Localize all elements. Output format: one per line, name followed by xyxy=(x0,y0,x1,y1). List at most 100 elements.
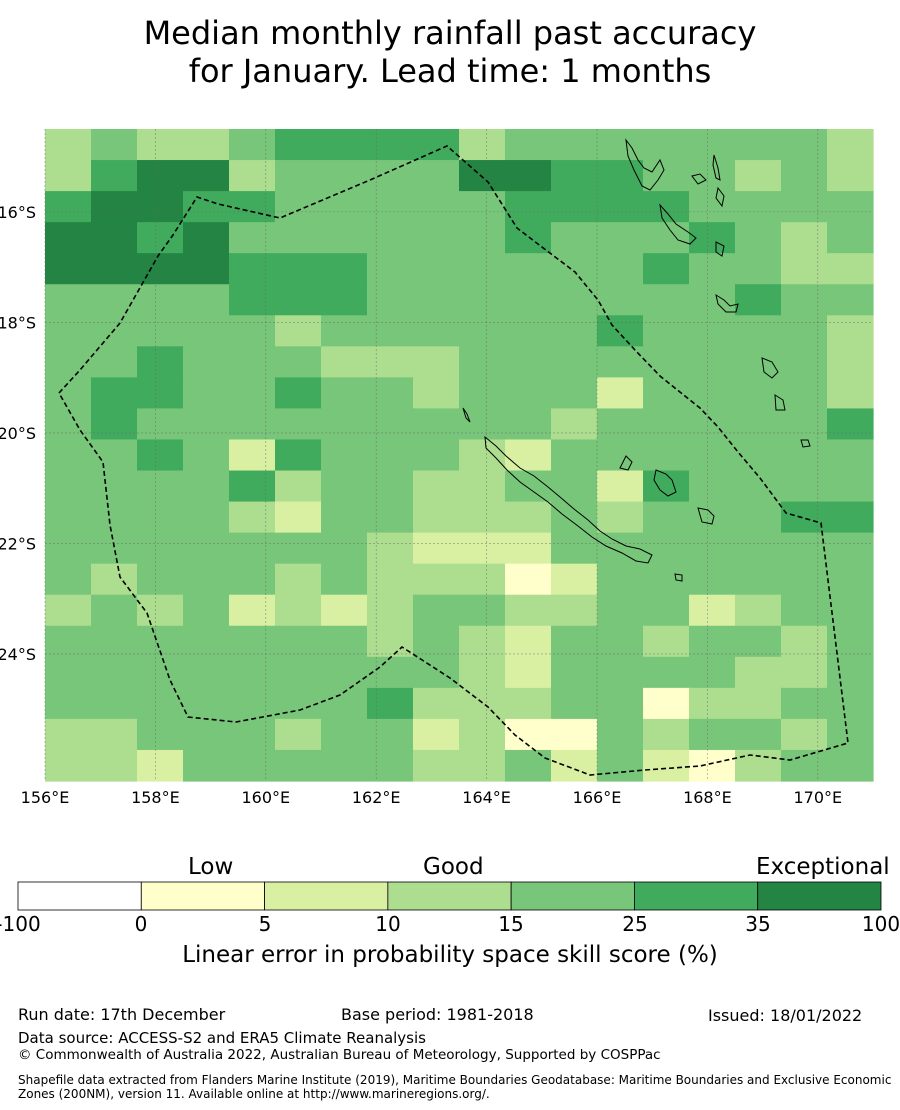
grid-cell xyxy=(91,222,138,254)
grid-cell xyxy=(45,160,92,192)
grid-cell xyxy=(735,625,782,658)
grid-cell xyxy=(91,253,138,285)
grid-cell xyxy=(643,377,690,410)
grid-cell xyxy=(413,532,460,565)
grid-cell xyxy=(689,408,736,441)
grid-cell xyxy=(413,284,460,316)
grid-cell xyxy=(781,656,828,689)
longitude-tick-label: 166°E xyxy=(573,788,622,807)
grid-cell xyxy=(45,439,92,472)
colorbar-good-label: Good xyxy=(423,854,484,880)
grid-cell xyxy=(597,191,644,223)
grid-cell xyxy=(827,408,874,441)
grid-cell xyxy=(643,749,690,782)
grid-cell xyxy=(275,377,322,410)
island-outline xyxy=(484,435,653,564)
grid-cell xyxy=(137,594,184,627)
grid-cell xyxy=(137,191,184,223)
latitude-tick-label: 16°S xyxy=(0,203,36,222)
grid-cell xyxy=(275,563,322,596)
grid-cell xyxy=(827,222,874,254)
grid-cell xyxy=(827,625,874,658)
grid-cell xyxy=(689,377,736,410)
grid-cell xyxy=(413,501,460,534)
grid-cell xyxy=(91,718,138,751)
grid-cell xyxy=(183,377,230,410)
grid-cell xyxy=(45,253,92,285)
grid-cell xyxy=(643,594,690,627)
grid-cell xyxy=(689,129,736,161)
grid-cell xyxy=(551,532,598,565)
grid-cell xyxy=(229,284,276,316)
grid-cell xyxy=(413,687,460,720)
grid-cell xyxy=(91,532,138,565)
grid-cell xyxy=(275,594,322,627)
grid-cell xyxy=(505,346,552,378)
grid-cell xyxy=(229,501,276,534)
grid-cell xyxy=(597,656,644,689)
grid-cell xyxy=(505,563,552,596)
grid-cell xyxy=(183,129,230,161)
grid-cell xyxy=(689,532,736,565)
grid-cell xyxy=(275,749,322,782)
grid-cell xyxy=(275,408,322,441)
grid-cell xyxy=(45,563,92,596)
grid-cell xyxy=(735,594,782,627)
grid-cell xyxy=(367,532,414,565)
grid-cell xyxy=(643,625,690,658)
colorbar-tick: 25 xyxy=(622,912,648,936)
grid-cell xyxy=(137,129,184,161)
grid-cell xyxy=(505,408,552,441)
issued-date: Issued: 18/01/2022 xyxy=(708,1006,863,1025)
grid-cell xyxy=(137,408,184,441)
grid-cell xyxy=(321,377,368,410)
grid-cell xyxy=(643,501,690,534)
grid-cell xyxy=(275,222,322,254)
grid-cell xyxy=(643,439,690,472)
grid-cell xyxy=(459,470,506,503)
grid-cell xyxy=(367,315,414,347)
grid-cell xyxy=(735,501,782,534)
grid-cell xyxy=(643,284,690,316)
grid-cell xyxy=(229,718,276,751)
grid-cell xyxy=(459,563,506,596)
grid-cell xyxy=(827,284,874,316)
grid-cell xyxy=(781,470,828,503)
grid-cell xyxy=(137,377,184,410)
grid-cell xyxy=(689,222,736,254)
grid-cell xyxy=(551,749,598,782)
graticule xyxy=(44,129,873,781)
grid-cell xyxy=(91,408,138,441)
grid-cell xyxy=(91,687,138,720)
grid-cell xyxy=(91,656,138,689)
grid-cell xyxy=(781,222,828,254)
grid-cell xyxy=(505,191,552,223)
grid-cell xyxy=(367,346,414,378)
grid-cell xyxy=(735,377,782,410)
grid-cell xyxy=(45,346,92,378)
grid-cell xyxy=(597,439,644,472)
grid-cell xyxy=(321,315,368,347)
grid-cell xyxy=(229,408,276,441)
grid-cell xyxy=(827,160,874,192)
grid-cell xyxy=(275,315,322,347)
grid-cell xyxy=(137,284,184,316)
grid-cell xyxy=(505,749,552,782)
grid-cell xyxy=(781,532,828,565)
grid-cell xyxy=(551,315,598,347)
grid-cell xyxy=(45,656,92,689)
grid-cell xyxy=(91,346,138,378)
grid-cell xyxy=(827,563,874,596)
grid-cell xyxy=(183,532,230,565)
grid-cell xyxy=(229,532,276,565)
grid-cell xyxy=(643,532,690,565)
grid-cell xyxy=(183,594,230,627)
island-outline xyxy=(715,186,725,208)
grid-cell xyxy=(91,160,138,192)
grid-cell xyxy=(735,315,782,347)
grid-cell xyxy=(505,315,552,347)
grid-cell xyxy=(183,408,230,441)
base-period: Base period: 1981-2018 xyxy=(341,1005,534,1024)
grid-cell xyxy=(689,315,736,347)
